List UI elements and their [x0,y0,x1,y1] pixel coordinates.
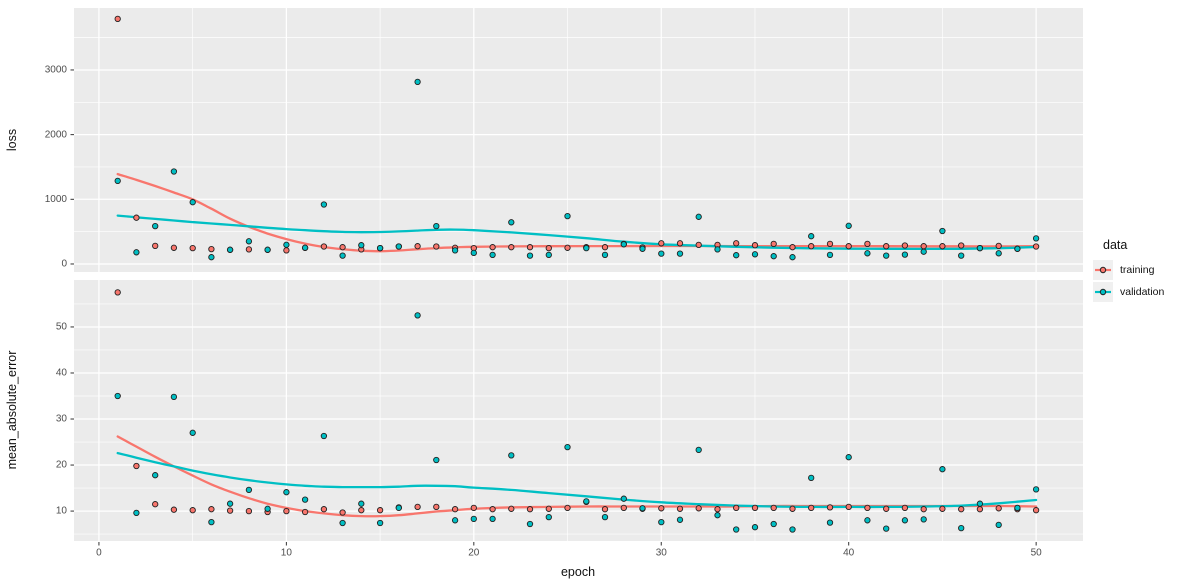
gridlines [74,280,1083,541]
x-axis-title: epoch [561,565,595,579]
svg-text:10: 10 [281,548,293,559]
legend-title: data [1103,238,1128,252]
facet-panels [74,8,1083,541]
svg-text:20: 20 [468,548,480,559]
svg-text:10: 10 [56,506,68,517]
training-key-glyph [1095,266,1111,274]
svg-text:0: 0 [96,548,102,559]
validation-key-glyph [1095,288,1111,296]
svg-text:40: 40 [56,368,68,379]
legend-label-training: training [1120,264,1155,276]
axes: 0 1000 2000 3000 10 20 30 40 50 0 10 20 30 40 50 [45,65,1042,559]
y-axis-title-loss: loss [5,129,19,151]
legend-label-validation: validation [1120,286,1165,298]
x-axis-ticks: 0 10 20 30 40 50 [96,542,1042,559]
legend-key-training [1093,260,1113,280]
svg-text:30: 30 [656,548,668,559]
smooth-line-validation [116,451,1038,509]
svg-text:30: 30 [56,414,68,425]
svg-text:3000: 3000 [45,65,68,76]
svg-text:0: 0 [61,259,67,270]
svg-text:1000: 1000 [45,194,68,205]
y-axis-title-mean-absolute-error: mean_absolute_error [5,351,19,470]
svg-text:40: 40 [843,548,855,559]
svg-text:20: 20 [56,460,68,471]
y-axis-ticks-mean_absolute_error: 10 20 30 40 50 [56,322,74,517]
panel-data [114,15,1040,261]
legend-key-validation [1093,282,1113,302]
panel-mean_absolute_error [74,280,1083,541]
points-validation [114,312,1040,533]
smooth-line-validation [116,214,1038,251]
panel-data [114,289,1040,533]
panel-background [74,280,1083,541]
svg-text:50: 50 [1031,548,1043,559]
panel-background [74,8,1083,272]
svg-text:2000: 2000 [45,129,68,140]
points-validation [114,78,1040,261]
legend-entry-training: training [1093,260,1164,280]
svg-text:50: 50 [56,322,68,333]
legend-entry-validation: validation [1093,282,1164,302]
y-axis-ticks-loss: 0 1000 2000 3000 [45,65,74,270]
legend: data training validation [1093,238,1164,304]
panel-loss [74,8,1083,272]
